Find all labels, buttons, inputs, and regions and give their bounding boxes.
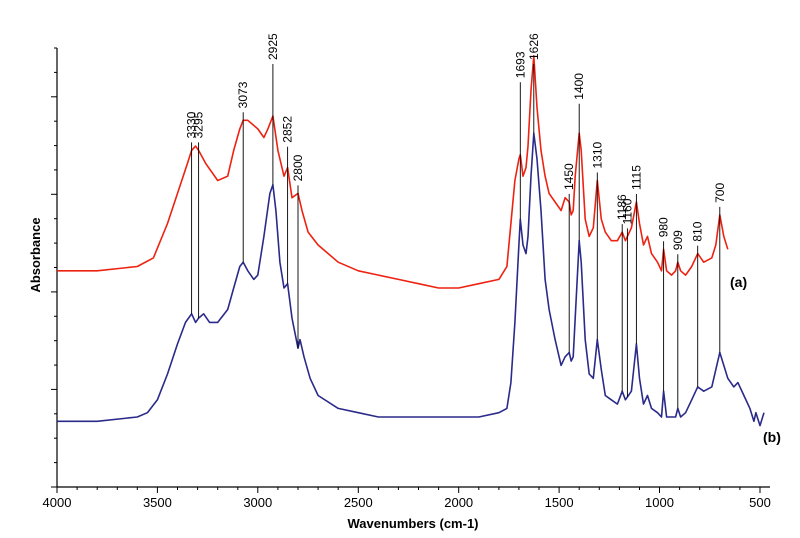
peak-label: 810: [691, 221, 705, 241]
series-a-line: [57, 55, 729, 289]
peak-label: 3330: [185, 111, 199, 138]
peak-label: 1450: [562, 163, 576, 190]
peak-label: 1310: [590, 141, 604, 168]
x-tick-label: 1500: [545, 495, 574, 510]
peak-label: 3073: [236, 81, 250, 108]
x-tick-label: 1000: [645, 495, 674, 510]
peak-label: 1160: [620, 198, 634, 224]
peak-label: 2925: [266, 33, 280, 60]
peak-label: 1115: [629, 165, 643, 190]
peak-label: 3295: [192, 111, 206, 138]
series-layer: [57, 55, 765, 427]
peak-label: 1693: [513, 51, 527, 78]
peak-label: 700: [713, 183, 727, 203]
series-b-line: [57, 132, 765, 427]
x-tick-label: 500: [749, 495, 771, 510]
peak-label: 1186: [615, 194, 629, 220]
peak-label: 1626: [527, 33, 541, 60]
peak-label: 980: [657, 217, 671, 237]
x-tick-label: 2000: [444, 495, 473, 510]
x-tick-label: 3000: [243, 495, 272, 510]
peak-label: 909: [671, 230, 685, 250]
x-tick-label: 3500: [143, 495, 172, 510]
y-axis-title: Absorbance: [28, 217, 43, 292]
x-axis-ticks: 4000 3500 3000 2500 2000 1500 1000 500: [43, 487, 771, 510]
x-axis-title: Wavenumbers (cm-1): [348, 516, 479, 531]
x-tick-label: 2500: [344, 495, 373, 510]
plot-frame: [56, 48, 770, 488]
peak-label: 2800: [291, 154, 305, 181]
series-a-label: (a): [730, 274, 747, 290]
peak-label: 2852: [281, 116, 295, 143]
series-b-label: (b): [763, 429, 781, 445]
x-tick-label: 4000: [43, 495, 72, 510]
peak-label: 1400: [572, 73, 586, 100]
y-axis-ticks: [51, 47, 57, 488]
